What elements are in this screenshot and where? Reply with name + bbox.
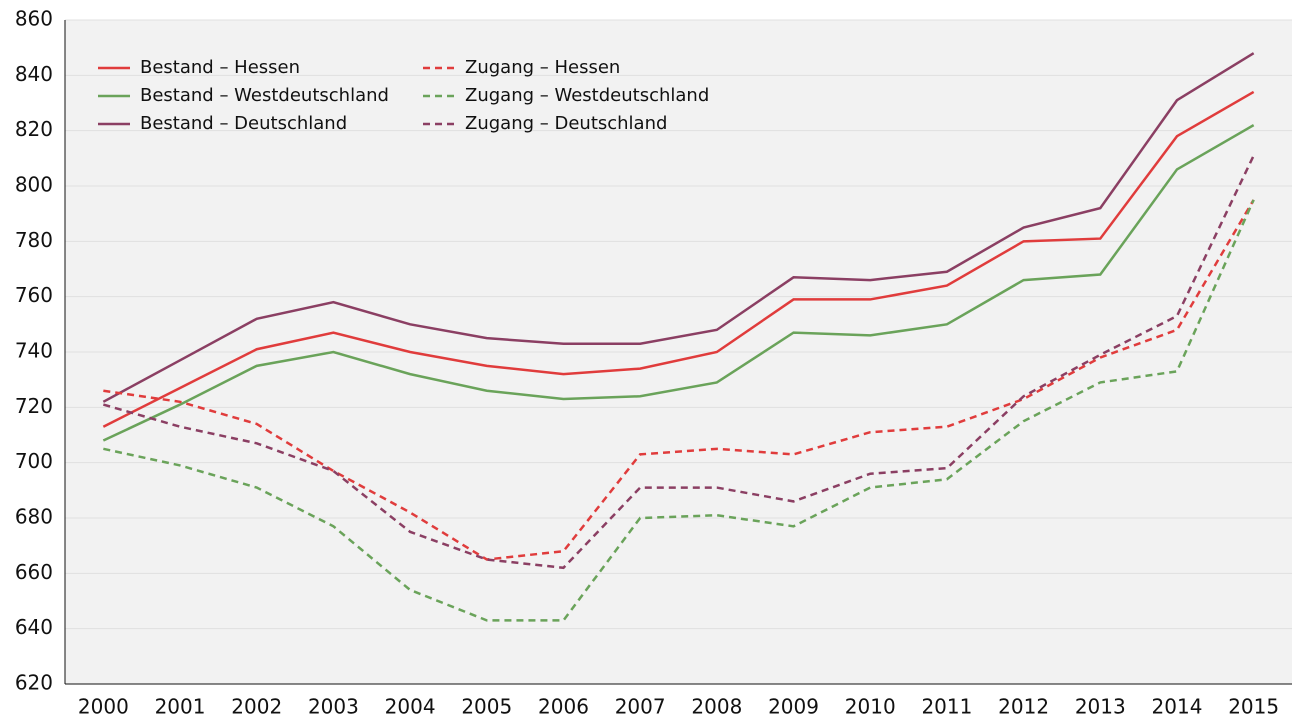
x-tick-label: 2002	[231, 695, 282, 719]
y-tick-label: 680	[15, 505, 53, 529]
x-tick-label: 2015	[1228, 695, 1279, 719]
x-tick-label: 2014	[1152, 695, 1203, 719]
y-tick-label: 800	[15, 173, 53, 197]
x-tick-label: 2005	[461, 695, 512, 719]
line-series	[103, 199, 1255, 561]
y-tick-label: 720	[15, 394, 53, 418]
y-tick-label: 780	[15, 228, 53, 252]
legend-label: Bestand – Westdeutschland	[140, 85, 389, 106]
line-series	[102, 124, 1255, 442]
x-tick-label: 2006	[538, 695, 589, 719]
x-tick-label: 2010	[845, 695, 896, 719]
legend-label: Zugang – Hessen	[465, 57, 620, 78]
y-tick-label: 840	[15, 62, 53, 86]
x-tick-label: 2009	[768, 695, 819, 719]
legend-label: Bestand – Hessen	[140, 57, 300, 78]
legend-label: Zugang – Deutschland	[465, 113, 667, 134]
x-tick-label: 2004	[385, 695, 436, 719]
y-tick-label: 700	[15, 449, 53, 473]
line-series	[102, 52, 1255, 403]
y-tick-label: 660	[15, 560, 53, 584]
x-tick-label: 2012	[998, 695, 1049, 719]
y-tick-label: 640	[15, 615, 53, 639]
legend-label: Bestand – Deutschland	[140, 113, 347, 134]
y-tick-label: 860	[15, 7, 53, 31]
line-series	[102, 90, 1255, 428]
x-tick-label: 2007	[615, 695, 666, 719]
y-tick-label: 620	[15, 671, 53, 695]
x-tick-label: 2000	[78, 695, 129, 719]
x-tick-label: 2008	[691, 695, 742, 719]
x-tick-label: 2003	[308, 695, 359, 719]
y-tick-label: 740	[15, 339, 53, 363]
y-tick-label: 760	[15, 283, 53, 307]
legend-label: Zugang – Westdeutschland	[465, 85, 709, 106]
line-series	[102, 155, 1255, 570]
x-tick-label: 2013	[1075, 695, 1126, 719]
legend: Bestand – Hessen Bestand – Westdeutschlan…	[98, 57, 709, 134]
x-tick-label: 2011	[921, 695, 972, 719]
y-tick-label: 820	[15, 117, 53, 141]
x-tick-label: 2001	[155, 695, 206, 719]
